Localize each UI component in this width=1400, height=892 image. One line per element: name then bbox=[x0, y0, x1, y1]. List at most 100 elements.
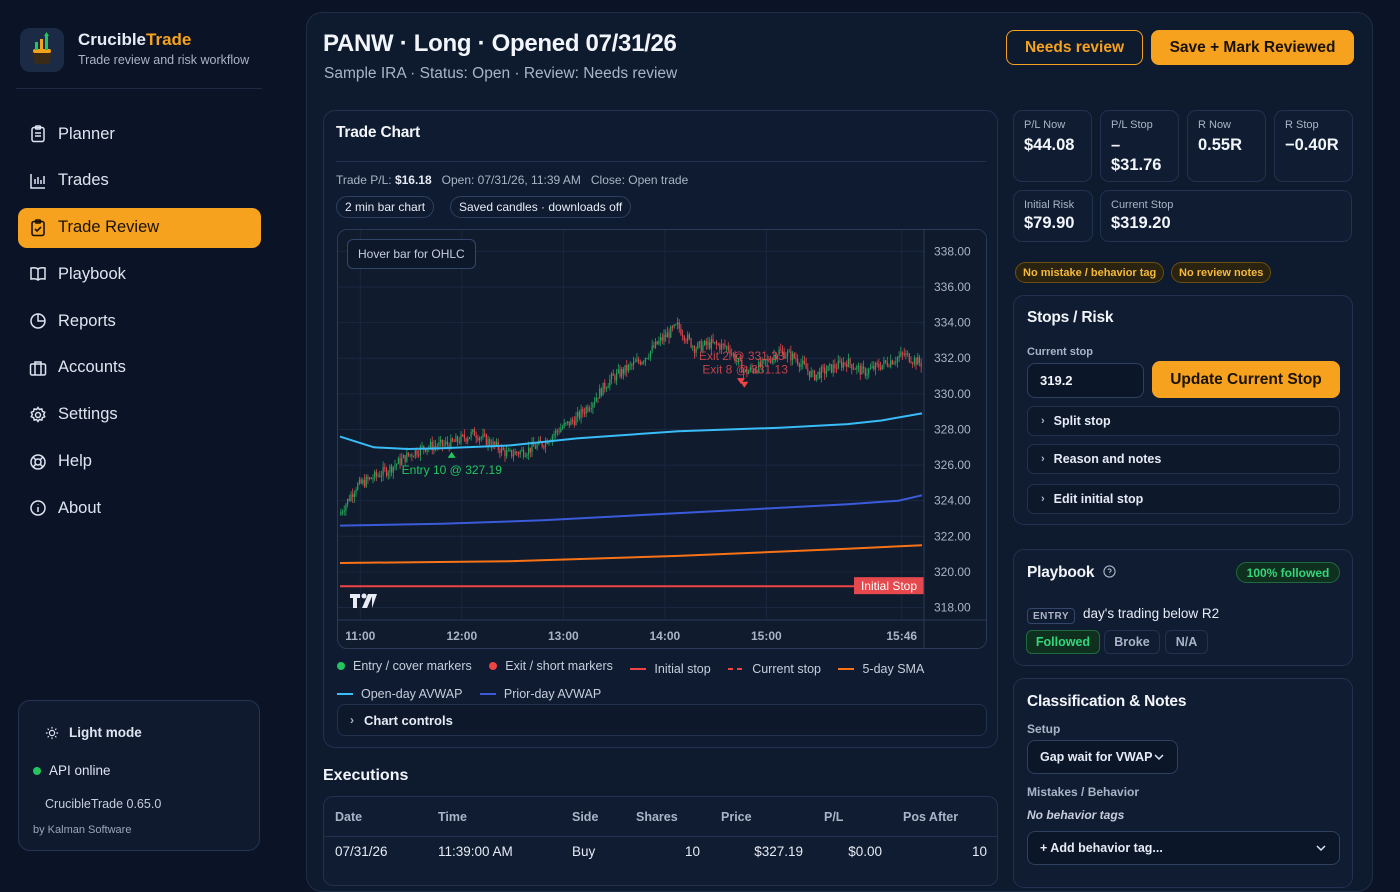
help-circle-icon[interactable] bbox=[1103, 565, 1117, 578]
col-pl[interactable]: P/L bbox=[824, 810, 844, 824]
candle-body bbox=[406, 452, 408, 462]
cell-pos-after: 10 bbox=[971, 844, 987, 859]
candle-body bbox=[661, 337, 663, 341]
candle-body bbox=[528, 447, 530, 455]
col-shares[interactable]: Shares bbox=[636, 810, 678, 824]
candle-body bbox=[631, 364, 633, 366]
candle-body bbox=[500, 447, 503, 454]
candle-body bbox=[654, 341, 657, 348]
edit-initial-stop-accordion[interactable]: › Edit initial stop bbox=[1027, 484, 1340, 514]
chart-svg[interactable]: Initial Stop319.20Entry 10 @ 327.19Exit … bbox=[338, 230, 987, 649]
candle-body bbox=[570, 419, 572, 426]
candle-body bbox=[404, 455, 406, 462]
sidebar-item-help[interactable]: Help bbox=[18, 442, 261, 482]
followed-option[interactable]: Followed bbox=[1026, 630, 1100, 654]
candle-body bbox=[436, 446, 438, 448]
candle-body bbox=[624, 365, 626, 374]
save-mark-reviewed-button[interactable]: Save + Mark Reviewed bbox=[1151, 30, 1354, 65]
entry-marker-label: Entry 10 @ 327.19 bbox=[402, 463, 503, 477]
stat-value: 0.55R bbox=[1198, 136, 1243, 154]
brand[interactable]: CrucibleTrade Trade review and risk work… bbox=[20, 28, 249, 72]
saved-candles-pill[interactable]: Saved candles · downloads off bbox=[450, 196, 632, 218]
sidebar-item-trade-review[interactable]: Trade Review bbox=[18, 207, 261, 248]
candle-body bbox=[391, 466, 393, 473]
legend-initial-stop: Initial stop bbox=[630, 658, 711, 680]
candle-body bbox=[423, 445, 425, 449]
candle-body bbox=[682, 334, 684, 337]
candle-body bbox=[588, 408, 591, 411]
candle-body bbox=[648, 357, 650, 359]
na-option[interactable]: N/A bbox=[1165, 630, 1208, 654]
candle-body bbox=[372, 478, 374, 480]
candle-body bbox=[746, 369, 748, 374]
col-date[interactable]: Date bbox=[335, 810, 363, 824]
sidebar-item-planner[interactable]: Planner bbox=[18, 114, 261, 154]
price-tick-label: 338.00 bbox=[934, 244, 971, 258]
sidebar-item-accounts[interactable]: Accounts bbox=[18, 348, 261, 388]
candle-body bbox=[758, 361, 760, 373]
candle-body bbox=[646, 358, 648, 360]
book-icon bbox=[30, 267, 46, 282]
sidebar-item-playbook[interactable]: Playbook bbox=[18, 254, 261, 294]
candle-body bbox=[632, 361, 635, 366]
table-row[interactable]: 07/31/26 11:39:00 AM Buy 10 $327.19 $0.0… bbox=[324, 837, 997, 867]
candle-body bbox=[455, 436, 457, 442]
candle-body bbox=[869, 367, 871, 369]
candle-body bbox=[526, 454, 528, 457]
split-stop-accordion[interactable]: › Split stop bbox=[1027, 406, 1340, 436]
candle-body bbox=[913, 358, 915, 364]
light-mode-toggle[interactable]: Light mode bbox=[45, 725, 142, 740]
candle-body bbox=[834, 364, 836, 369]
candle-body bbox=[697, 342, 699, 349]
candle-body bbox=[560, 428, 562, 433]
price-chart[interactable]: Initial Stop319.20Entry 10 @ 327.19Exit … bbox=[337, 229, 987, 649]
candle-body bbox=[370, 477, 372, 479]
candle-body bbox=[829, 364, 831, 366]
add-behavior-tag-select[interactable]: + Add behavior tag... bbox=[1027, 831, 1340, 865]
candle-body bbox=[873, 365, 875, 370]
sidebar-item-label: Reports bbox=[58, 311, 116, 330]
sidebar-item-settings[interactable]: Settings bbox=[18, 395, 261, 435]
col-time[interactable]: Time bbox=[438, 810, 467, 824]
update-current-stop-button[interactable]: Update Current Stop bbox=[1152, 361, 1340, 398]
candle-body bbox=[649, 350, 652, 358]
needs-review-button[interactable]: Needs review bbox=[1006, 30, 1143, 65]
candle-body bbox=[578, 412, 580, 419]
setup-select[interactable]: Gap wait for VWAP bbox=[1027, 740, 1178, 774]
executions-title: Executions bbox=[323, 767, 409, 784]
candle-body bbox=[521, 449, 523, 452]
bar-interval-pill[interactable]: 2 min bar chart bbox=[336, 196, 435, 218]
price-tick-label: 332.00 bbox=[934, 351, 971, 365]
col-side[interactable]: Side bbox=[572, 810, 599, 824]
candle-body bbox=[720, 343, 723, 350]
chart-controls-toggle[interactable]: › Chart controls bbox=[337, 704, 987, 736]
stat-value: $44.08 bbox=[1024, 136, 1075, 154]
candle-body bbox=[340, 512, 342, 515]
col-pos-after[interactable]: Pos After bbox=[903, 810, 959, 824]
candle-body bbox=[849, 358, 851, 365]
candle-body bbox=[854, 368, 856, 370]
followed-percent-badge: 100% followed bbox=[1236, 562, 1340, 583]
sidebar-item-about[interactable]: About bbox=[18, 488, 261, 528]
col-price[interactable]: Price bbox=[721, 810, 752, 824]
candle-body bbox=[563, 423, 565, 428]
reason-notes-accordion[interactable]: › Reason and notes bbox=[1027, 444, 1340, 474]
candle-body bbox=[891, 360, 893, 365]
candle-body bbox=[445, 441, 447, 445]
sidebar-item-reports[interactable]: Reports bbox=[18, 301, 261, 341]
candle-body bbox=[587, 407, 589, 411]
stat-pl-now: P/L Now $44.08 bbox=[1013, 110, 1092, 182]
candle-body bbox=[512, 454, 515, 457]
sidebar-item-trades[interactable]: Trades bbox=[18, 161, 261, 201]
candle-body bbox=[485, 434, 487, 445]
candle-body bbox=[551, 436, 553, 441]
broke-option[interactable]: Broke bbox=[1104, 630, 1160, 654]
cell-pl: $0.00 bbox=[848, 844, 882, 859]
playbook-title-text: Playbook bbox=[1027, 564, 1095, 581]
candle-body bbox=[785, 356, 787, 359]
legend-label: Exit / short markers bbox=[505, 659, 613, 673]
author-text: by Kalman Software bbox=[33, 824, 132, 836]
blue-line-icon bbox=[479, 693, 496, 695]
current-stop-input[interactable]: 319.2 bbox=[1027, 363, 1144, 398]
candle-body bbox=[382, 467, 384, 476]
